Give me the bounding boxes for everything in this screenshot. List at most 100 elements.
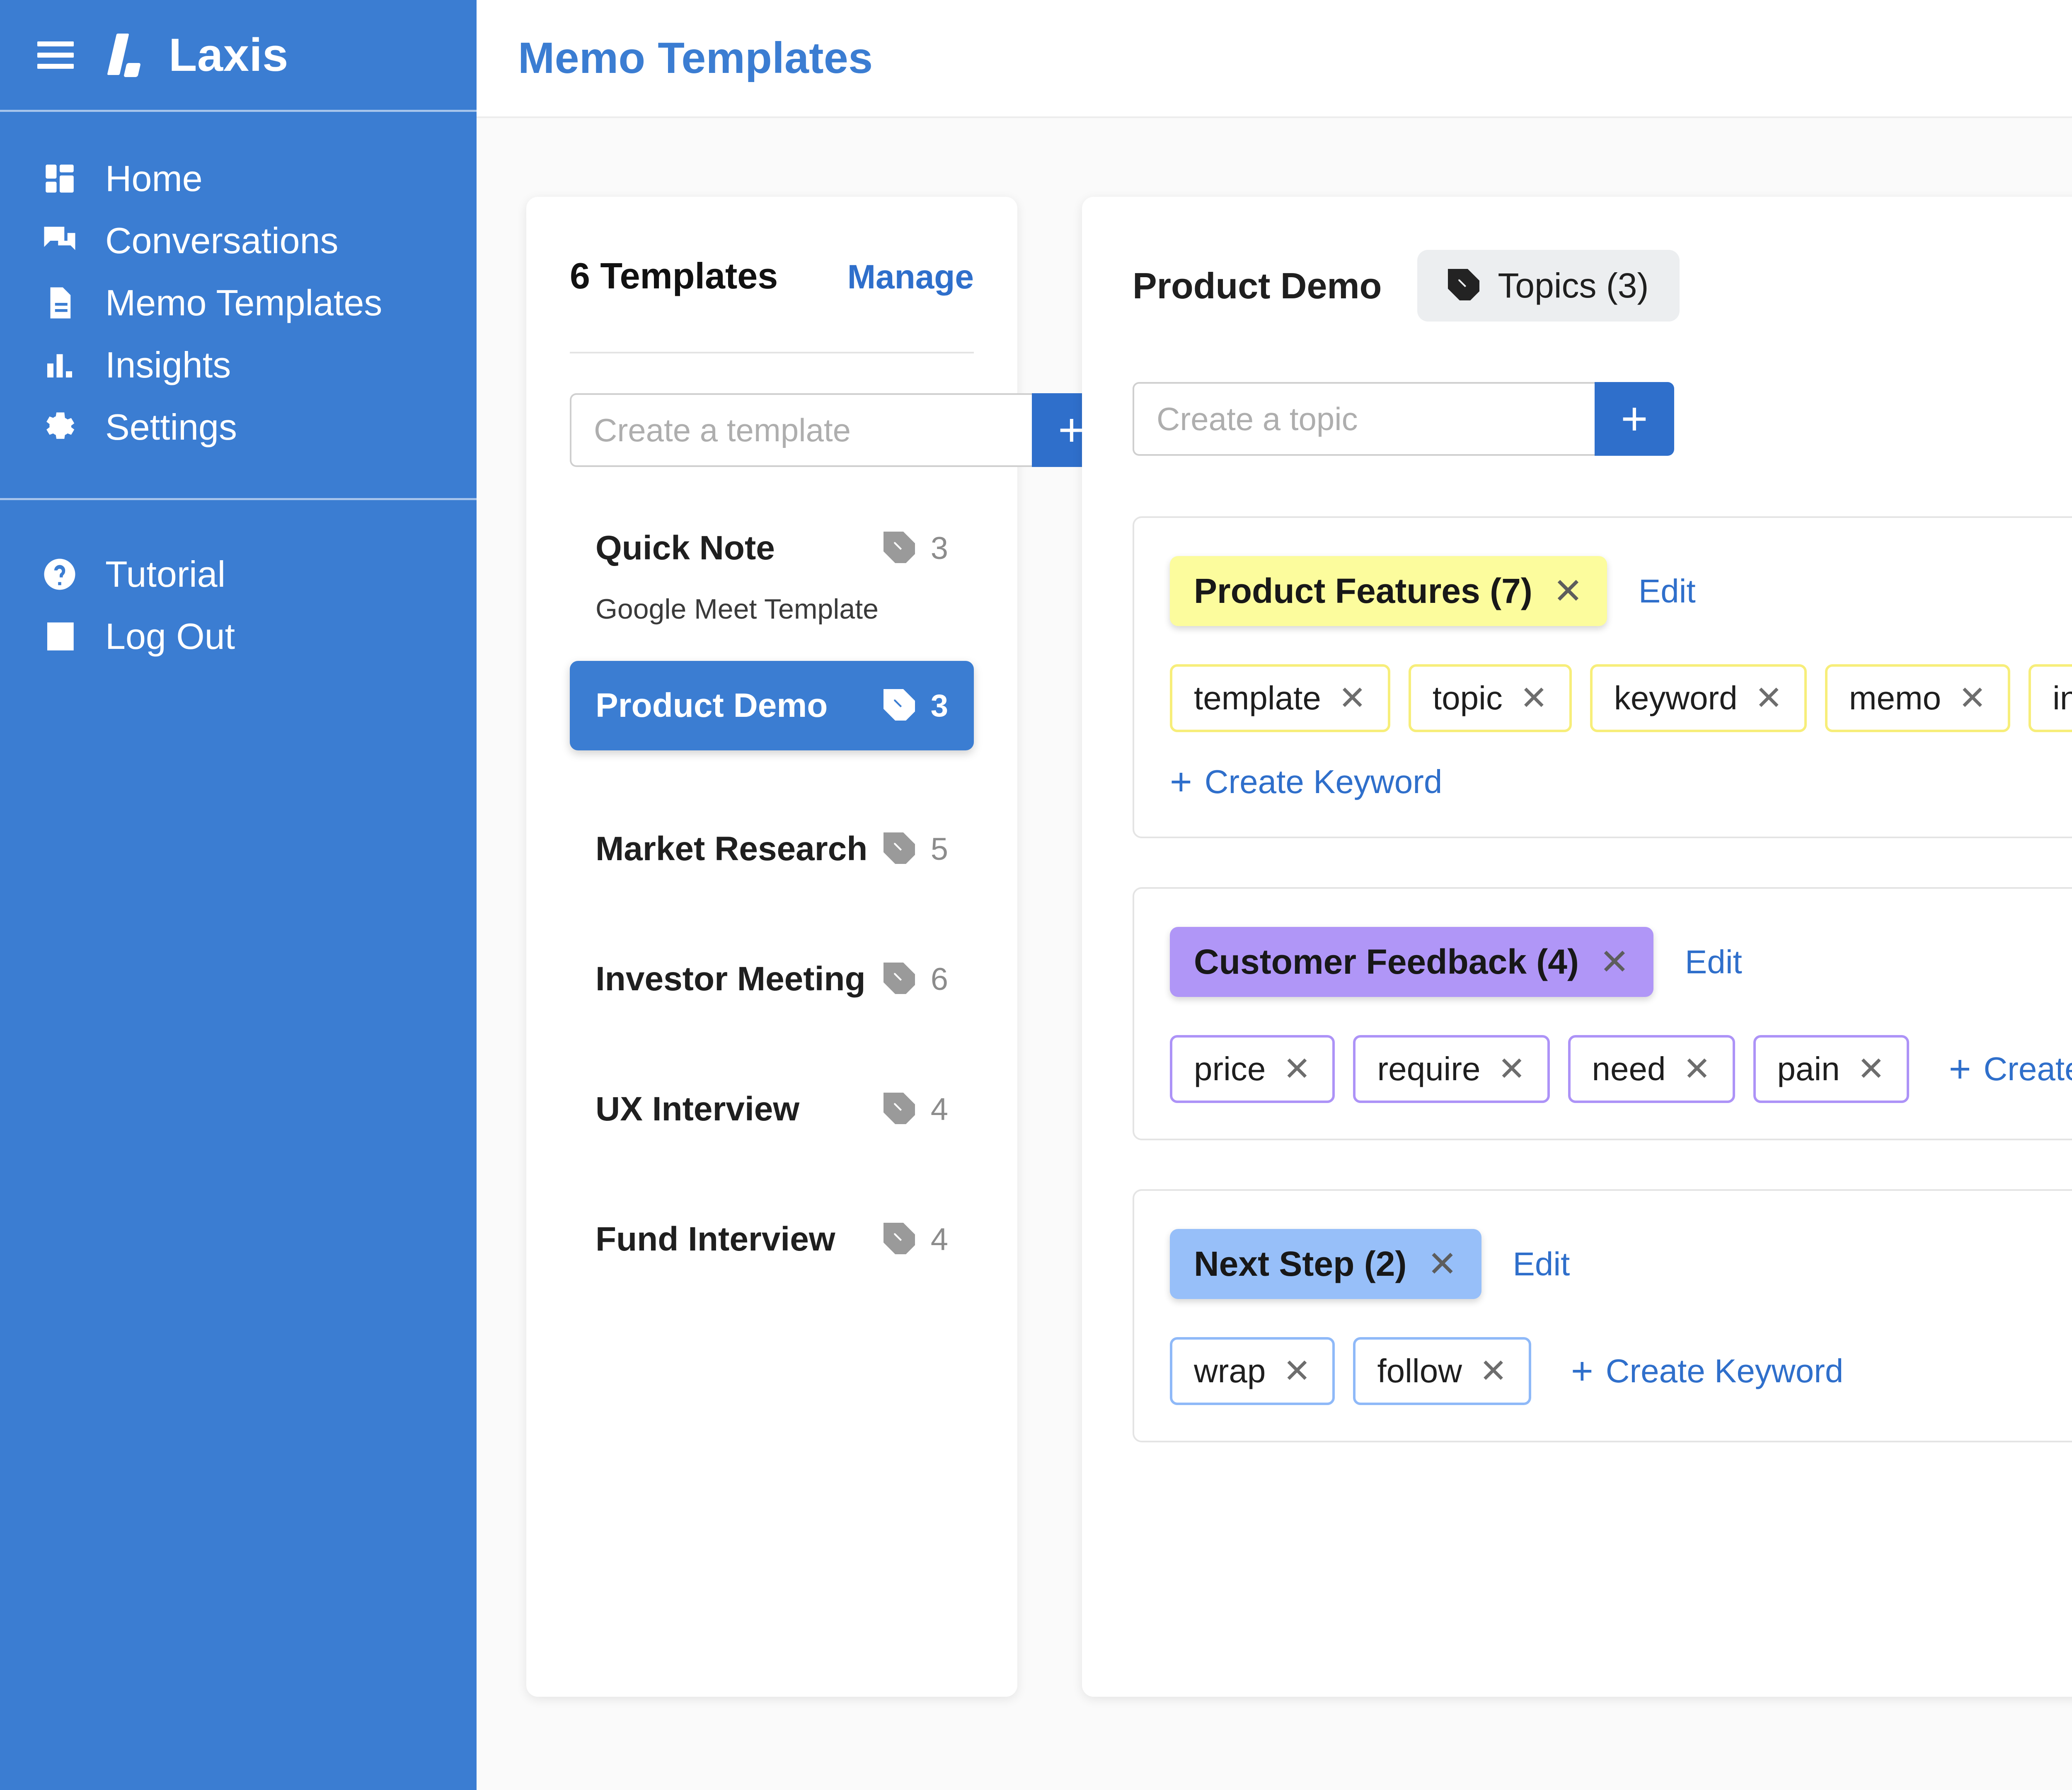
tag-icon [881, 1220, 920, 1260]
edit-topic-link[interactable]: Edit [1513, 1245, 1570, 1282]
create-topic-input[interactable] [1133, 382, 1595, 456]
keyword-label: need [1592, 1050, 1666, 1087]
page-title: Memo Templates [518, 34, 873, 82]
keyword-chip[interactable]: insight ✕ [2028, 664, 2072, 732]
keyword-chip[interactable]: topic ✕ [1408, 664, 1572, 732]
plus-icon: + [1170, 760, 1192, 803]
topic-pill[interactable]: Customer Feedback (4) ✕ [1170, 927, 1653, 997]
sidebar-item-label: Settings [105, 406, 237, 448]
keyword-label: require [1377, 1050, 1481, 1087]
edit-topic-link[interactable]: Edit [1638, 572, 1696, 610]
template-list-item-selected[interactable]: Product Demo 3 [570, 661, 974, 750]
sidebar-brand: Laxis [0, 0, 477, 112]
sidebar-item-label: Insights [105, 344, 231, 385]
sidebar-item-memo-templates[interactable]: Memo Templates [0, 272, 477, 334]
create-topic-row: + [1133, 382, 1674, 456]
remove-keyword-icon[interactable]: ✕ [1283, 1050, 1311, 1087]
manage-templates-link[interactable]: Manage [847, 258, 974, 296]
template-tag-meta: 3 [881, 529, 948, 568]
topic-pill-label: Next Step (2) [1194, 1244, 1407, 1283]
remove-keyword-icon[interactable]: ✕ [1338, 680, 1366, 716]
hamburger-menu-icon[interactable] [37, 41, 74, 69]
sidebar-item-log-out[interactable]: Log Out [0, 605, 477, 668]
sidebar-item-settings[interactable]: Settings [0, 396, 477, 458]
template-name: Market Research [595, 830, 868, 868]
sidebar-item-label: Home [105, 158, 203, 199]
keyword-label: memo [1849, 680, 1941, 716]
remove-topic-icon[interactable]: ✕ [1599, 942, 1629, 982]
remove-keyword-icon[interactable]: ✕ [1479, 1352, 1507, 1389]
remove-keyword-icon[interactable]: ✕ [1958, 680, 1987, 716]
template-list-item[interactable]: Market Research 5 [570, 818, 974, 880]
keyword-label: pain [1777, 1050, 1840, 1087]
template-subtitle: Google Meet Template [595, 593, 879, 625]
brand-name: Laxis [169, 29, 288, 81]
topic-card: Customer Feedback (4) ✕ Edit price ✕ req… [1133, 887, 2072, 1140]
topic-pill[interactable]: Product Features (7) ✕ [1170, 556, 1607, 626]
keyword-label: wrap [1194, 1352, 1266, 1389]
template-tag-meta: 4 [881, 1090, 948, 1130]
bar-chart-icon [40, 345, 80, 385]
sidebar-item-label: Log Out [105, 616, 235, 657]
remove-topic-icon[interactable]: ✕ [1427, 1244, 1457, 1284]
keyword-chip[interactable]: wrap ✕ [1170, 1337, 1335, 1405]
keyword-label: price [1194, 1050, 1266, 1087]
keyword-chip[interactable]: price ✕ [1170, 1035, 1335, 1103]
topic-pill[interactable]: Next Step (2) ✕ [1170, 1229, 1481, 1299]
sidebar: Laxis Home Conversations Memo Templates [0, 0, 477, 1790]
template-tag-meta: 5 [881, 830, 948, 869]
keyword-chip[interactable]: need ✕ [1568, 1035, 1735, 1103]
keyword-chip[interactable]: template ✕ [1170, 664, 1390, 732]
template-block: Fund Interview 4 [570, 1208, 974, 1275]
add-topic-button[interactable]: + [1595, 382, 1674, 456]
sidebar-secondary-nav: Tutorial Log Out [0, 498, 477, 668]
remove-keyword-icon[interactable]: ✕ [1683, 1050, 1711, 1087]
keyword-chip[interactable]: keyword ✕ [1590, 664, 1807, 732]
remove-keyword-icon[interactable]: ✕ [1283, 1352, 1311, 1389]
keyword-chip[interactable]: follow ✕ [1353, 1337, 1531, 1405]
sidebar-item-tutorial[interactable]: Tutorial [0, 543, 477, 605]
template-list-item[interactable]: Quick Note 3 [570, 517, 974, 580]
create-keyword-button[interactable]: + Create Keyword [1571, 1352, 1843, 1390]
content-area: 6 Templates Manage + Quick Note 3 [477, 118, 2072, 1790]
remove-topic-icon[interactable]: ✕ [1553, 571, 1583, 611]
edit-topic-link[interactable]: Edit [1685, 943, 1742, 980]
create-keyword-button[interactable]: + Create Keyword [1170, 763, 1442, 801]
main-region: Memo Templates [477, 0, 2072, 1790]
topics-count-chip[interactable]: Topics (3) [1417, 250, 1680, 322]
keyword-chip[interactable]: require ✕ [1353, 1035, 1550, 1103]
templates-list: Quick Note 3 Google Meet Template Produc… [570, 517, 974, 1338]
keyword-chip[interactable]: memo ✕ [1825, 664, 2011, 732]
keyword-chip[interactable]: pain ✕ [1753, 1035, 1909, 1103]
topics-panel: Product Demo Topics (3) + Product Featur… [1082, 197, 2072, 1697]
help-circle-icon [40, 554, 80, 594]
create-template-input[interactable] [570, 393, 1032, 467]
selected-template-name: Product Demo [1133, 265, 1382, 306]
topics-panel-header: Product Demo Topics (3) [1133, 250, 2072, 322]
remove-keyword-icon[interactable]: ✕ [1498, 1050, 1526, 1087]
sidebar-item-home[interactable]: Home [0, 148, 477, 210]
keyword-label: follow [1377, 1352, 1462, 1389]
template-block: Market Research 5 [570, 818, 974, 885]
remove-keyword-icon[interactable]: ✕ [1857, 1050, 1885, 1087]
topic-pill-label: Customer Feedback (4) [1194, 942, 1579, 981]
template-name: Investor Meeting [595, 960, 866, 998]
template-block: Investor Meeting 6 [570, 948, 974, 1015]
sidebar-item-conversations[interactable]: Conversations [0, 210, 477, 272]
keyword-label: insight [2053, 680, 2072, 716]
remove-keyword-icon[interactable]: ✕ [1520, 680, 1548, 716]
template-name: UX Interview [595, 1090, 800, 1128]
tag-icon [881, 1090, 920, 1130]
sidebar-item-insights[interactable]: Insights [0, 334, 477, 396]
template-block: Quick Note 3 Google Meet Template [570, 517, 974, 625]
remove-keyword-icon[interactable]: ✕ [1755, 680, 1783, 716]
template-tag-meta: 6 [881, 960, 948, 999]
tag-icon [881, 830, 920, 869]
create-keyword-button[interactable]: + Create Keyword [1949, 1050, 2072, 1088]
template-list-item[interactable]: Investor Meeting 6 [570, 948, 974, 1011]
document-icon [40, 283, 80, 323]
template-name: Quick Note [595, 529, 775, 567]
template-list-item[interactable]: UX Interview 4 [570, 1078, 974, 1141]
template-list-item[interactable]: Fund Interview 4 [570, 1208, 974, 1271]
create-keyword-label: Create Keyword [1204, 763, 1443, 800]
